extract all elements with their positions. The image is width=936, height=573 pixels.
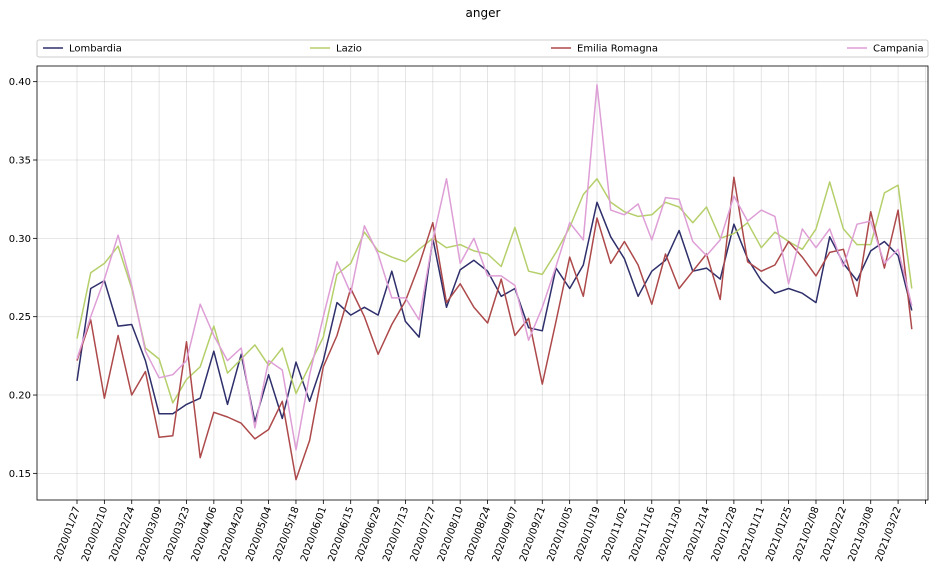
x-tick-label: 2020/06/15 xyxy=(326,505,356,563)
x-tick-label: 2020/01/27 xyxy=(53,505,83,563)
x-tick-label: 2021/01/11 xyxy=(737,505,767,563)
series-line-lazio xyxy=(76,178,913,404)
series-line-lombardia xyxy=(76,201,913,423)
legend-frame xyxy=(36,39,929,58)
x-tick-label: 2020/10/05 xyxy=(545,505,575,563)
y-tick-label: 0.20 xyxy=(9,391,31,402)
x-axis: 2020/01/272020/02/102020/02/242020/03/09… xyxy=(53,500,926,563)
x-tick-label: 2020/08/24 xyxy=(463,505,493,563)
x-tick-label: 2020/11/16 xyxy=(628,505,658,563)
x-tick-label: 2020/03/09 xyxy=(135,505,165,563)
x-tick-label: 2021/02/22 xyxy=(819,505,849,563)
x-tick-label: 2021/02/08 xyxy=(792,505,822,563)
x-tick-label: 2020/04/06 xyxy=(190,505,220,563)
x-tick-label: 2020/11/30 xyxy=(655,505,685,563)
y-tick-label: 0.35 xyxy=(9,156,31,167)
x-tick-label: 2020/02/24 xyxy=(108,505,138,563)
y-axis: 0.15 0.20 0.25 0.30 0.35 0.40 xyxy=(9,77,37,480)
y-tick-label: 0.30 xyxy=(9,234,31,245)
x-tick-label: 2020/12/28 xyxy=(710,505,740,563)
series-line-emilia-romagna xyxy=(76,176,913,481)
x-tick-label: 2020/07/27 xyxy=(409,505,439,563)
x-tick-label: 2021/01/25 xyxy=(764,505,794,563)
x-tick-label: 2020/05/18 xyxy=(272,505,302,563)
y-tick-label: 0.40 xyxy=(9,77,31,88)
legend-label-campania: Campania xyxy=(873,44,924,55)
plot-frame xyxy=(36,65,929,501)
x-tick-label: 2021/03/08 xyxy=(846,505,876,563)
series-group xyxy=(76,84,913,481)
x-tick-label: 2020/07/13 xyxy=(381,505,411,563)
y-tick-label: 0.15 xyxy=(9,469,31,480)
legend: Lombardia Lazio Emilia Romagna Campania xyxy=(36,39,929,58)
x-tick-label: 2020/11/02 xyxy=(600,505,630,563)
grid xyxy=(37,66,928,500)
x-tick-label: 2021/03/22 xyxy=(874,505,904,563)
x-tick-label: 2020/05/04 xyxy=(244,505,274,563)
y-tick-label: 0.25 xyxy=(9,312,31,323)
chart-title: anger xyxy=(466,6,501,20)
x-tick-label: 2020/04/20 xyxy=(217,505,247,563)
x-tick-label: 2020/03/23 xyxy=(162,505,192,563)
x-tick-label: 2020/10/19 xyxy=(573,505,603,563)
x-tick-label: 2020/08/10 xyxy=(436,505,466,563)
x-tick-label: 2020/12/14 xyxy=(682,505,712,563)
series-line-campania xyxy=(76,84,913,451)
x-tick-label: 2020/09/21 xyxy=(518,505,548,563)
x-tick-label: 2020/02/10 xyxy=(80,505,110,563)
legend-label-emilia-romagna: Emilia Romagna xyxy=(577,44,658,55)
legend-label-lombardia: Lombardia xyxy=(69,44,122,55)
x-tick-label: 2020/06/01 xyxy=(299,505,329,563)
legend-label-lazio: Lazio xyxy=(336,44,362,55)
x-tick-label: 2020/09/07 xyxy=(491,505,521,563)
x-tick-label: 2020/06/29 xyxy=(354,505,384,563)
